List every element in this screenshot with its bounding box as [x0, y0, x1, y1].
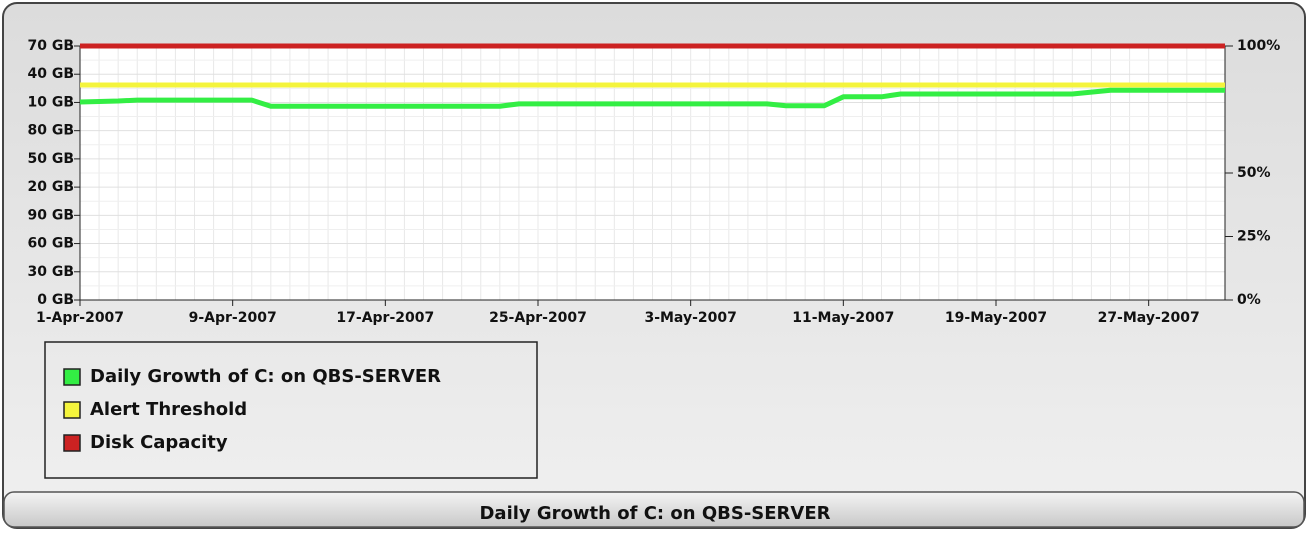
x-tick-label: 9-Apr-2007 — [189, 310, 277, 326]
y2-tick-label: 50% — [1237, 165, 1271, 181]
x-tick-label: 11-May-2007 — [792, 310, 894, 326]
y-tick-label: 80 GB — [27, 123, 74, 139]
legend-swatch — [63, 434, 81, 452]
legend-label: Disk Capacity — [90, 432, 228, 453]
legend — [44, 341, 538, 479]
y-tick-label: 10 GB — [27, 94, 74, 110]
chart-title: Daily Growth of C: on QBS-SERVER — [479, 503, 830, 524]
y2-tick-label: 25% — [1237, 229, 1271, 245]
x-tick-label: 19-May-2007 — [945, 310, 1047, 326]
legend-swatch — [63, 401, 81, 419]
y-tick-label: 60 GB — [27, 236, 74, 252]
x-tick-label: 27-May-2007 — [1098, 310, 1200, 326]
legend-swatch — [63, 368, 81, 386]
y-tick-label: 50 GB — [27, 151, 74, 167]
x-tick-label: 25-Apr-2007 — [489, 310, 587, 326]
series-line — [79, 87, 1225, 109]
y-tick-label: 90 GB — [27, 207, 74, 223]
y-tick-label: 40 GB — [27, 66, 74, 82]
x-tick-label: 3-May-2007 — [644, 310, 736, 326]
x-tick-label: 17-Apr-2007 — [336, 310, 434, 326]
y-tick-label: 30 GB — [27, 264, 74, 280]
x-tick-label: 1-Apr-2007 — [36, 310, 124, 326]
y-tick-label: 20 GB — [27, 179, 74, 195]
y2-tick-label: 0% — [1237, 292, 1261, 308]
title-bar — [3, 491, 1305, 528]
legend-label: Alert Threshold — [90, 399, 247, 420]
y2-tick-label: 100% — [1237, 38, 1280, 54]
legend-label: Daily Growth of C: on QBS-SERVER — [90, 366, 441, 387]
y-tick-label: 0 GB — [37, 292, 74, 308]
y-tick-label: 70 GB — [27, 38, 74, 54]
